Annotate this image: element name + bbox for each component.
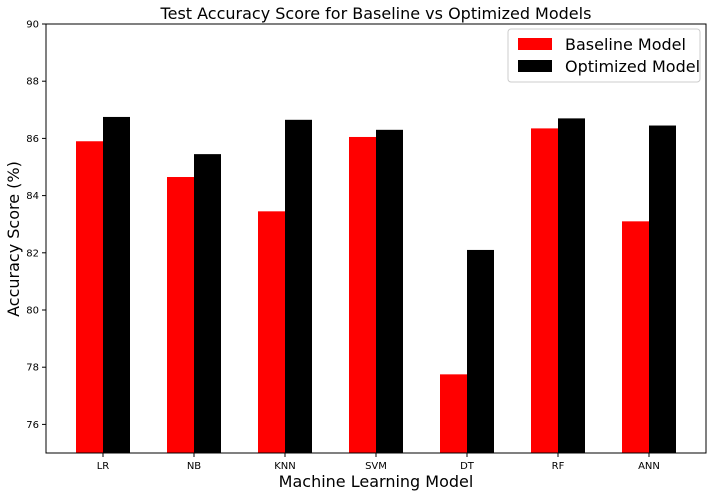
bar-optimized-lr (103, 116, 130, 453)
x-tick-label: DT (460, 461, 475, 472)
legend-label: Optimized Model (565, 57, 700, 76)
x-tick-label: LR (97, 461, 110, 472)
y-axis: 76 78 80 82 84 86 88 90 (26, 20, 46, 431)
y-tick-label: 80 (26, 306, 39, 317)
y-tick-label: 76 (26, 420, 39, 431)
x-axis: LR NB KNN SVM DT RF ANN (97, 453, 660, 472)
bar-optimized-dt (467, 249, 494, 453)
x-tick-label: ANN (638, 461, 660, 472)
bar-baseline-rf (531, 128, 558, 453)
plot-area (45, 23, 707, 454)
x-tick-label: KNN (274, 461, 296, 472)
legend: Baseline Model Optimized Model (507, 28, 701, 83)
bar-optimized-svm (376, 129, 403, 453)
legend-label: Baseline Model (565, 35, 686, 54)
bar-baseline-nb (167, 177, 194, 453)
y-tick-label: 86 (26, 134, 39, 145)
bar-baseline-svm (349, 136, 376, 453)
bars-layer (76, 116, 676, 453)
y-axis-label: Accuracy Score (%) (4, 161, 23, 317)
y-tick-label: 90 (26, 20, 39, 31)
bar-optimized-knn (285, 119, 312, 453)
y-tick-label: 88 (26, 77, 39, 88)
y-tick-label: 78 (26, 363, 39, 374)
y-tick-label: 84 (26, 191, 39, 202)
bar-baseline-dt (440, 374, 467, 453)
bar-optimized-ann (649, 125, 676, 453)
bar-baseline-knn (258, 211, 285, 453)
x-axis-label: Machine Learning Model (279, 472, 474, 491)
legend-box (507, 28, 701, 83)
chart-title: Test Accuracy Score for Baseline vs Opti… (160, 4, 592, 23)
bar-baseline-lr (76, 141, 103, 453)
bar-optimized-nb (194, 154, 221, 453)
legend-swatch (518, 60, 552, 72)
legend-swatch (518, 38, 552, 50)
x-tick-label: NB (187, 461, 201, 472)
bar-optimized-rf (558, 118, 585, 453)
x-tick-label: RF (552, 461, 565, 472)
x-tick-label: SVM (365, 461, 387, 472)
y-tick-label: 82 (26, 248, 39, 259)
bar-baseline-ann (622, 221, 649, 453)
